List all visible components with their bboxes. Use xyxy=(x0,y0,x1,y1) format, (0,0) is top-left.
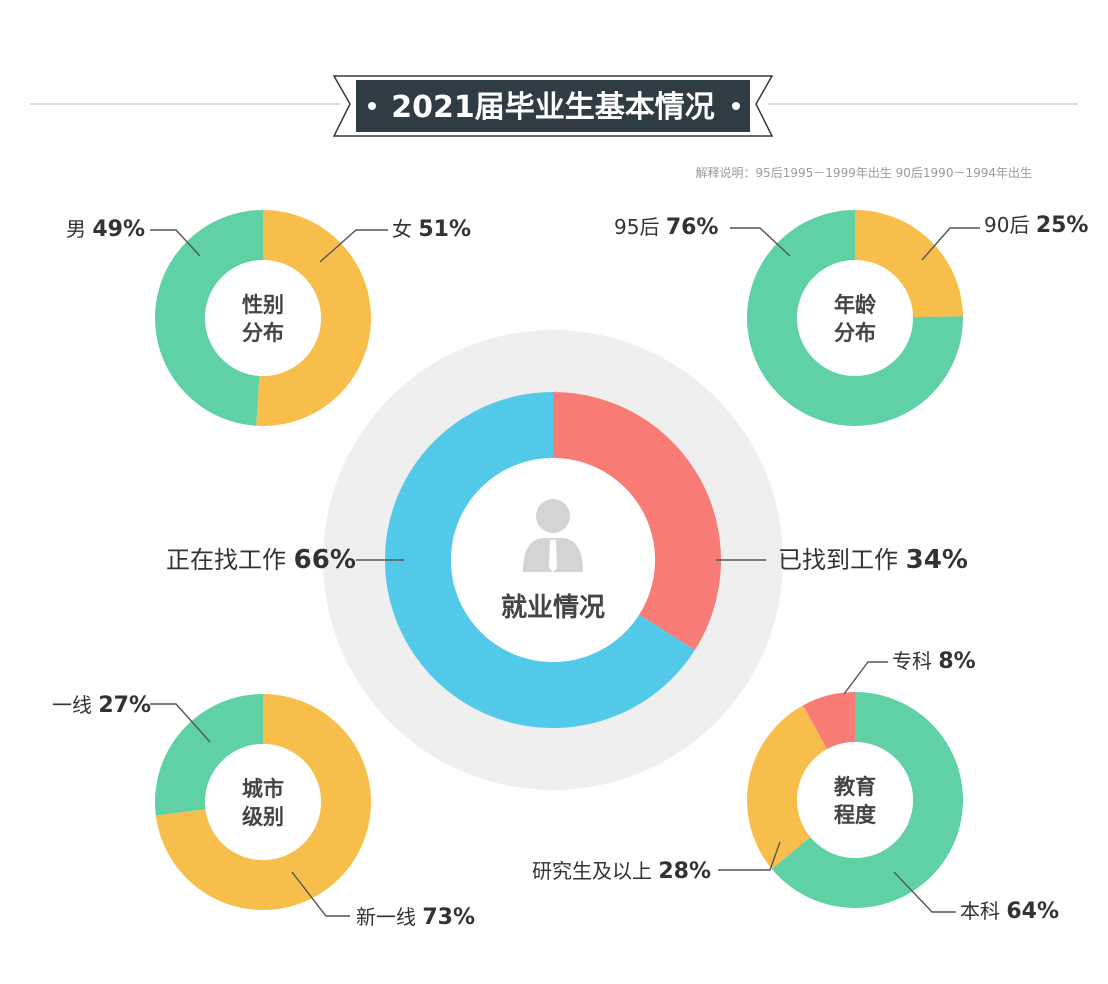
city-hole xyxy=(205,744,321,860)
education-slice-1 xyxy=(747,705,828,869)
city-label-name-0: 新一线 xyxy=(356,905,422,929)
employment-label-1: 正在找工作 66% xyxy=(166,545,356,575)
employment-label-0: 已找到工作 34% xyxy=(778,545,968,575)
age-label-value-1: 76% xyxy=(666,215,719,240)
education-label-name-1: 研究生及以上 xyxy=(532,859,658,883)
age-label-name-1: 95后 xyxy=(614,215,666,239)
education-center-line-0: 教育 xyxy=(834,775,876,799)
education-leader-1 xyxy=(718,841,781,871)
gender-hole xyxy=(205,260,321,376)
employment-label-value-1: 66% xyxy=(294,545,356,575)
education-label-1: 研究生及以上 28% xyxy=(532,859,711,884)
employment-slice-1 xyxy=(385,392,695,728)
age-center-line-0: 年龄 xyxy=(834,293,877,317)
education-label-value-2: 8% xyxy=(938,649,975,674)
city-leader-1 xyxy=(150,703,211,743)
city-label-1: 一线 27% xyxy=(52,693,151,718)
gender-center-line-1: 分布 xyxy=(242,321,284,345)
age-label-value-0: 25% xyxy=(1036,213,1089,238)
age-slice-1 xyxy=(747,210,963,426)
person-icon xyxy=(523,499,583,572)
gender-slice-1 xyxy=(154,210,263,426)
employment-label-value-0: 34% xyxy=(906,545,968,575)
gender-label-name-1: 男 xyxy=(66,217,92,241)
note-text: 解释说明：95后1995－1999年出生 90后1990－1994年出生 xyxy=(695,165,1032,180)
education-label-value-0: 64% xyxy=(1006,899,1059,924)
city-slice-0 xyxy=(155,694,371,910)
city-slice-1 xyxy=(154,694,263,816)
age-center-line-1: 分布 xyxy=(834,321,876,345)
banner-dot-left xyxy=(368,102,376,110)
gender-leader-0 xyxy=(319,229,388,263)
gender-label-1: 男 49% xyxy=(66,217,145,242)
city-leader-0 xyxy=(291,871,350,917)
age-leader-0 xyxy=(921,227,980,261)
city-label-value-0: 73% xyxy=(422,905,475,930)
page-title: 2021届毕业生基本情况 xyxy=(391,90,715,125)
age-label-1: 95后 76% xyxy=(614,215,718,240)
employment-slice-0 xyxy=(553,392,722,651)
gender-label-0: 女 51% xyxy=(392,217,471,242)
city-label-0: 新一线 73% xyxy=(356,905,475,930)
education-label-name-2: 专科 xyxy=(892,649,938,673)
city-label-value-1: 27% xyxy=(98,693,151,718)
education-leader-0 xyxy=(893,871,956,913)
gender-label-value-1: 49% xyxy=(92,217,145,242)
age-leader-1 xyxy=(730,227,791,257)
age-slice-0 xyxy=(855,210,963,318)
education-label-value-1: 28% xyxy=(658,859,711,884)
gender-label-name-0: 女 xyxy=(392,217,418,241)
age-label-name-0: 90后 xyxy=(984,213,1036,237)
education-slice-0 xyxy=(771,692,963,908)
education-label-0: 本科 64% xyxy=(960,899,1059,924)
education-hole xyxy=(797,742,913,858)
gender-leader-1 xyxy=(150,229,201,257)
title-banner xyxy=(356,80,750,132)
city-label-name-1: 一线 xyxy=(52,693,98,717)
education-label-2: 专科 8% xyxy=(892,649,976,674)
banner-dot-right xyxy=(732,102,740,110)
employment-label-name-1: 正在找工作 xyxy=(166,546,294,574)
education-label-name-0: 本科 xyxy=(960,899,1006,923)
gender-center-line-0: 性别 xyxy=(242,293,284,317)
gender-label-value-0: 51% xyxy=(418,217,471,242)
employment-center-label: 就业情况 xyxy=(501,593,605,623)
employment-label-name-0: 已找到工作 xyxy=(778,546,906,574)
age-hole xyxy=(797,260,913,376)
city-center-line-0: 城市 xyxy=(242,777,284,801)
age-label-0: 90后 25% xyxy=(984,213,1088,238)
education-slice-2 xyxy=(802,692,855,750)
education-center-line-1: 程度 xyxy=(834,803,876,827)
education-leader-2 xyxy=(843,661,888,695)
gender-slice-0 xyxy=(256,210,371,426)
city-center-line-1: 级别 xyxy=(242,805,284,829)
employment-donut: 就业情况 已找到工作 34% 正在找工作 66% xyxy=(166,392,968,728)
